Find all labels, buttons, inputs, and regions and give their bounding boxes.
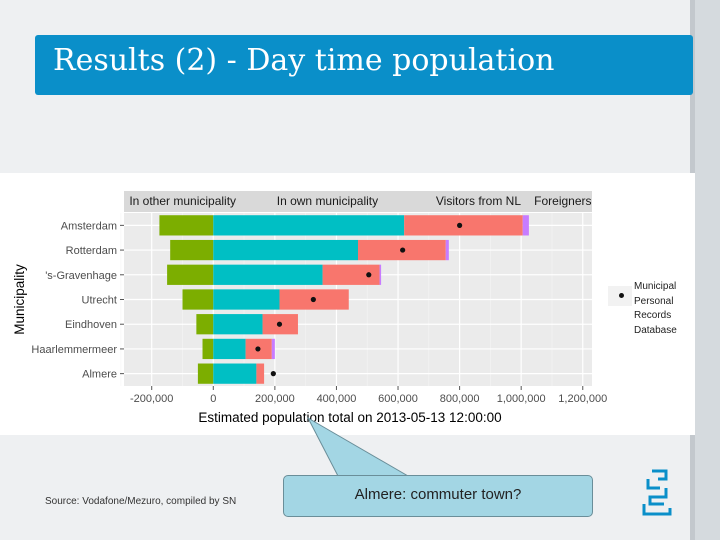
logo-stroke-4 (642, 504, 672, 516)
bar-foreigners (522, 215, 529, 236)
bar-visitors-from-nl (256, 363, 265, 384)
population-chart: In other municipality In own municipality… (12, 191, 607, 425)
slide-title: Results (2) - Day time population (53, 43, 555, 78)
y-tick-label: Amsterdam (61, 220, 117, 232)
cbs-logo-icon (642, 469, 672, 516)
bar-in-own-municipality (213, 239, 358, 261)
x-tick-label: 200,000 (255, 393, 295, 405)
bar-in-own-municipality (213, 289, 280, 310)
x-axis-title: Estimated population total on 2013-05-13… (198, 410, 501, 425)
y-tick-label: Haarlemmermeer (31, 344, 117, 356)
mpr-point (255, 346, 261, 352)
bar-in-own-municipality (213, 314, 263, 335)
right-strip (690, 0, 720, 540)
source-note: Source: Vodafone/Mezuro, compiled by SN (45, 496, 237, 507)
logo-stroke-1 (652, 469, 668, 481)
x-tick-label: 1,000,000 (497, 393, 546, 405)
mpr-point (457, 222, 463, 228)
x-tick-label: 600,000 (378, 393, 418, 405)
mpr-point (400, 247, 406, 253)
callout-text: Almere: commuter town? (354, 486, 522, 503)
bar-other-municipality (182, 289, 214, 310)
bar-foreigners (379, 264, 382, 285)
legend-label: Municipal Personal Records Database (634, 281, 677, 336)
bar-visitors-from-nl (404, 215, 523, 236)
mpr-point (276, 321, 283, 327)
mpr-point (366, 272, 372, 278)
logo-stroke-3 (648, 488, 668, 506)
mpr-point (310, 296, 316, 303)
title-bar: Results (2) - Day time population (35, 35, 693, 95)
y-tick-label: 's-Gravenhage (45, 270, 117, 282)
bar-other-municipality (167, 264, 214, 285)
bar-in-own-municipality (213, 264, 323, 285)
facet-label: Foreigners (534, 194, 591, 208)
bar-in-own-municipality (213, 363, 257, 384)
bar-other-municipality (196, 314, 214, 335)
callout-box: Almere: commuter town? (283, 475, 593, 517)
mpr-point (270, 371, 276, 377)
y-axis-title: Municipality (12, 264, 27, 335)
facet-label: Visitors from NL (436, 194, 521, 208)
facet-label: In own municipality (277, 194, 378, 208)
bar-visitors-from-nl (322, 264, 380, 285)
y-tick-label: Eindhoven (65, 319, 117, 331)
bar-in-own-municipality (213, 338, 246, 360)
callout-pointer-shape (306, 416, 410, 477)
x-tick-label: 800,000 (440, 393, 480, 405)
facet-label: In other municipality (129, 194, 236, 208)
facet-strip (124, 191, 592, 212)
x-tick-label: 1,200,000 (558, 393, 607, 405)
legend-dot-icon (619, 293, 624, 298)
bar-other-municipality (202, 338, 214, 360)
bar-in-own-municipality (213, 215, 405, 236)
logo-stroke-2 (646, 479, 660, 490)
bar-foreigners (271, 338, 275, 360)
x-tick-label: 0 (210, 393, 216, 405)
bar-foreigners (445, 239, 449, 261)
y-tick-label: Almere (82, 369, 117, 381)
x-tick-label: 400,000 (317, 393, 357, 405)
bar-other-municipality (197, 363, 214, 384)
y-tick-label: Utrecht (82, 295, 117, 307)
bar-other-municipality (159, 215, 214, 236)
x-tick-label: -200,000 (130, 393, 173, 405)
y-tick-label: Rotterdam (66, 245, 117, 257)
bar-other-municipality (170, 239, 214, 261)
